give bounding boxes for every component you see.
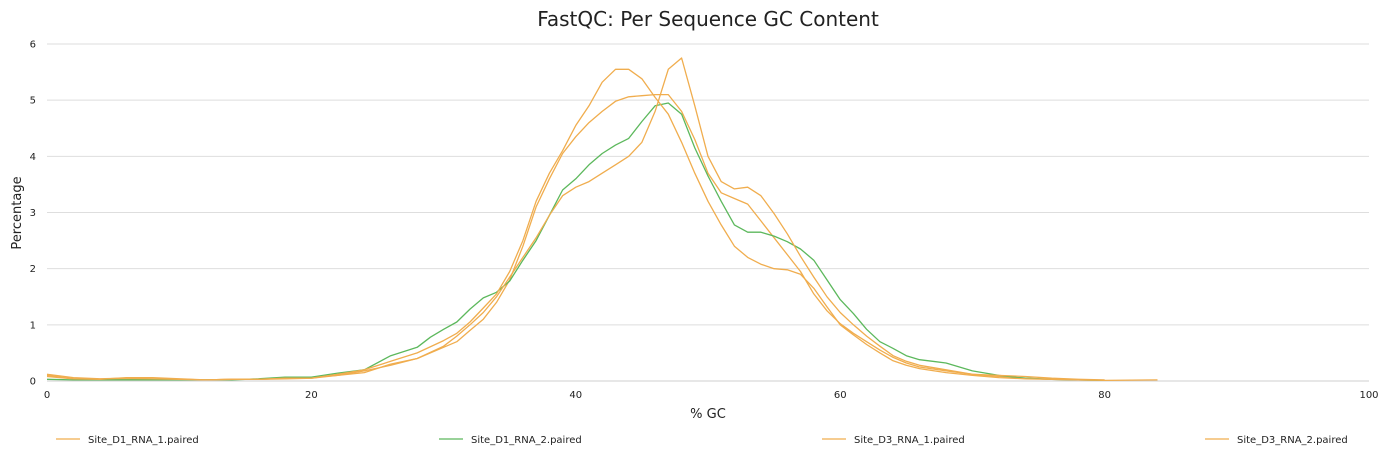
legend-item[interactable]: Site_D3_RNA_2.paired — [1205, 435, 1348, 446]
legend-label: Site_D3_RNA_2.paired — [1237, 435, 1348, 446]
x-tick-label: 40 — [569, 390, 582, 401]
legend-label: Site_D1_RNA_1.paired — [88, 435, 199, 446]
x-tick-label: 80 — [1098, 390, 1111, 401]
y-tick-label: 0 — [30, 377, 36, 388]
x-axis-ticks: 0 20 40 60 80 100 — [44, 390, 1379, 401]
x-tick-label: 60 — [834, 390, 847, 401]
legend-item[interactable]: Site_D1_RNA_1.paired — [56, 435, 199, 446]
legend: Site_D1_RNA_1.paired Site_D1_RNA_2.paired… — [56, 435, 1348, 446]
series-line-2[interactable] — [46, 102, 1105, 382]
y-tick-label: 1 — [30, 320, 36, 331]
series-lines — [46, 57, 1158, 382]
y-axis-ticks: 0 1 2 3 4 5 6 — [30, 40, 36, 388]
legend-item[interactable]: Site_D3_RNA_1.paired — [822, 435, 965, 446]
series-line-4[interactable] — [46, 68, 1158, 382]
legend-label: Site_D3_RNA_1.paired — [854, 435, 965, 446]
y-axis-label: Percentage — [10, 176, 25, 249]
chart-title: FastQC: Per Sequence GC Content — [537, 7, 879, 31]
x-tick-label: 0 — [44, 390, 50, 401]
grid-lines — [47, 43, 1369, 382]
legend-label: Site_D1_RNA_2.paired — [471, 435, 582, 446]
y-tick-label: 6 — [30, 40, 36, 51]
y-tick-label: 5 — [30, 96, 36, 107]
x-tick-label: 100 — [1359, 390, 1378, 401]
y-tick-label: 4 — [30, 152, 36, 163]
x-axis-label: % GC — [690, 407, 726, 422]
legend-item[interactable]: Site_D1_RNA_2.paired — [439, 435, 582, 446]
series-line-1[interactable] — [46, 93, 1105, 382]
y-tick-label: 3 — [30, 208, 36, 219]
y-tick-label: 2 — [30, 264, 36, 275]
x-tick-label: 20 — [305, 390, 318, 401]
series-line-3[interactable] — [46, 57, 1105, 381]
